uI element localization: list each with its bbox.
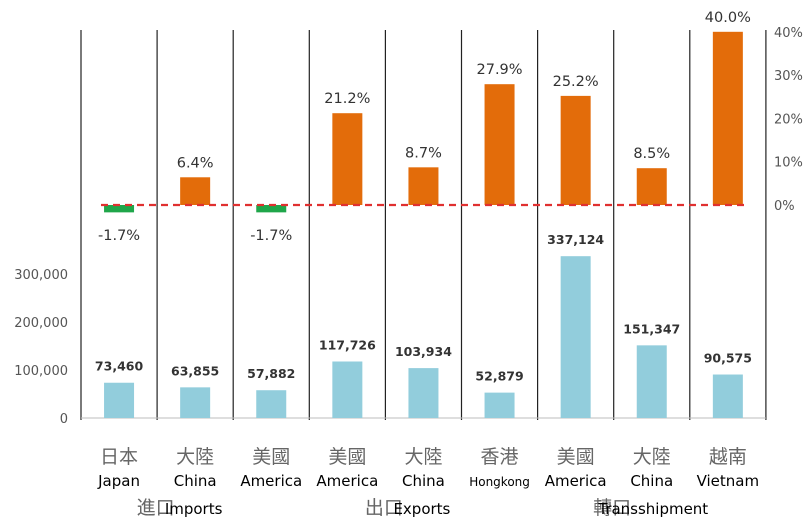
count-bar (180, 387, 211, 418)
growth-data-label: 27.9% (477, 62, 523, 78)
count-bar (256, 390, 287, 418)
group-label-en: Imports (165, 500, 223, 518)
count-bar (636, 345, 667, 418)
growth-bar (180, 177, 211, 205)
left-axis-tick-label: 100,000 (14, 364, 68, 379)
group-label-en: Exports (393, 500, 450, 518)
count-bar (104, 382, 135, 418)
category-label-en: Hongkong (469, 475, 530, 489)
group-label-zh: 進口 (137, 497, 175, 519)
growth-bar (560, 95, 591, 205)
count-data-label: 103,934 (395, 344, 452, 359)
group-label-en: Transshipment (597, 500, 708, 518)
category-label-zh: 大陸 (633, 446, 671, 468)
category-label-en: America (545, 472, 607, 490)
category-label-zh: 美國 (328, 446, 366, 468)
growth-bar (256, 205, 287, 213)
group-label-zh: 出口 (365, 497, 403, 519)
count-data-label: 57,882 (247, 366, 295, 381)
category-label-en: Japan (97, 472, 140, 490)
growth-data-label: 25.2% (553, 74, 599, 90)
right-axis-tick-label: 30% (774, 69, 803, 84)
count-data-label: 117,726 (319, 337, 376, 352)
category-label-zh: 日本 (100, 446, 138, 468)
category-label-en: America (240, 472, 302, 490)
category-label-zh: 大陸 (404, 446, 442, 468)
right-axis-tick-label: 10% (774, 156, 803, 171)
category-label-zh: 大陸 (176, 446, 214, 468)
category-label-en: America (316, 472, 378, 490)
left-axis-tick-label: 200,000 (14, 316, 68, 331)
count-data-label: 52,879 (475, 369, 523, 384)
category-label-en: China (630, 472, 673, 490)
category-label-zh: 美國 (252, 446, 290, 468)
growth-bar (484, 84, 515, 205)
count-bar (560, 256, 591, 418)
growth-data-label: 8.7% (405, 145, 442, 161)
growth-bar (332, 113, 363, 205)
right-axis-tick-label: 20% (774, 112, 803, 127)
category-label-zh: 美國 (557, 446, 595, 468)
growth-bar (408, 167, 439, 205)
count-data-label: 151,347 (623, 321, 680, 336)
left-axis-tick-label: 0 (60, 412, 68, 427)
category-label-zh: 越南 (709, 446, 747, 468)
growth-data-label: 21.2% (324, 91, 370, 107)
count-bar (484, 392, 515, 418)
group-label-zh: 轉口 (593, 497, 631, 519)
right-axis-tick-label: 40% (774, 26, 803, 41)
growth-data-label: 40.0% (705, 10, 751, 26)
left-axis-tick-label: 300,000 (14, 268, 68, 283)
count-data-label: 90,575 (704, 351, 752, 366)
category-label-en: China (402, 472, 445, 490)
count-data-label: 73,460 (95, 359, 144, 374)
right-axis-tick-label: 0% (774, 199, 795, 214)
growth-data-label: 8.5% (633, 146, 670, 162)
count-bar (332, 361, 363, 418)
growth-data-label: 6.4% (177, 155, 214, 171)
growth-data-label: -1.7% (250, 228, 292, 244)
growth-bar (636, 168, 667, 205)
category-label-en: Vietnam (697, 472, 760, 490)
category-label-zh: 香港 (481, 446, 519, 468)
count-bar (408, 368, 439, 418)
category-label-en: China (174, 472, 217, 490)
growth-bar (712, 31, 743, 205)
count-data-label: 337,124 (547, 232, 604, 247)
count-bar (712, 374, 743, 418)
growth-data-label: -1.7% (98, 228, 140, 244)
growth-bar (104, 205, 135, 213)
count-data-label: 63,855 (171, 363, 219, 378)
